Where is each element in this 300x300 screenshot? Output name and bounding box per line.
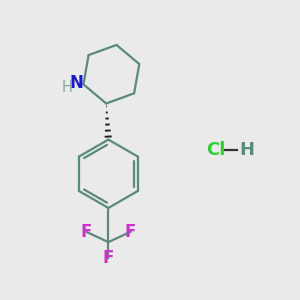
- Text: F: F: [125, 223, 136, 241]
- Text: N: N: [70, 74, 84, 92]
- Text: H: H: [239, 141, 254, 159]
- Text: H: H: [61, 80, 73, 95]
- Text: F: F: [80, 223, 92, 241]
- Text: Cl: Cl: [206, 141, 225, 159]
- Text: F: F: [103, 250, 114, 268]
